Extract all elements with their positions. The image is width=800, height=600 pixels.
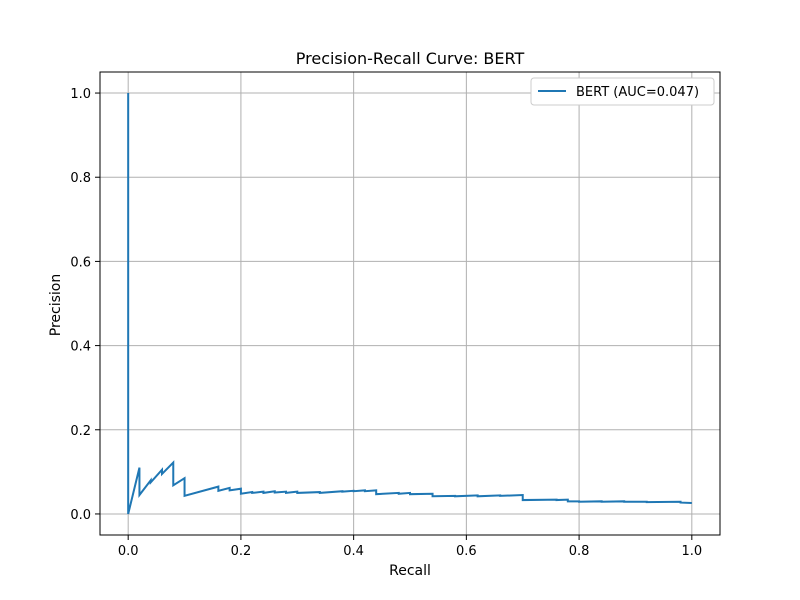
x-axis-label: Recall xyxy=(389,563,431,579)
plot-area xyxy=(127,93,692,515)
y-tick-label: 0.2 xyxy=(70,424,91,439)
x-tick-label: 0.6 xyxy=(456,544,477,559)
y-tick-label: 0.4 xyxy=(70,340,91,355)
y-axis-label: Precision xyxy=(48,274,64,336)
chart-title: Precision-Recall Curve: BERT xyxy=(296,49,525,68)
legend-box xyxy=(530,77,715,106)
x-tick-label: 0.2 xyxy=(231,544,252,559)
y-tick-label: 1.0 xyxy=(70,87,91,102)
series-line-bert xyxy=(127,93,692,515)
legend: BERT (AUC=0.047) xyxy=(530,77,715,106)
grid xyxy=(100,72,720,535)
x-tick-label: 0.8 xyxy=(569,544,590,559)
plot-frame xyxy=(99,71,721,536)
y-tick-label: 0.8 xyxy=(70,171,91,186)
y-tick-label: 0.0 xyxy=(70,508,91,523)
legend-label: BERT (AUC=0.047) xyxy=(576,85,699,100)
ticks: 0.0 0.2 0.4 0.6 0.8 1.0 0.0 0.2 0.4 0.6 0.8 1.0 xyxy=(70,87,702,559)
y-tick-label: 0.6 xyxy=(70,255,91,270)
x-tick-label: 1.0 xyxy=(681,544,702,559)
x-tick-label: 0.4 xyxy=(343,544,364,559)
x-tick-label: 0.0 xyxy=(118,544,139,559)
